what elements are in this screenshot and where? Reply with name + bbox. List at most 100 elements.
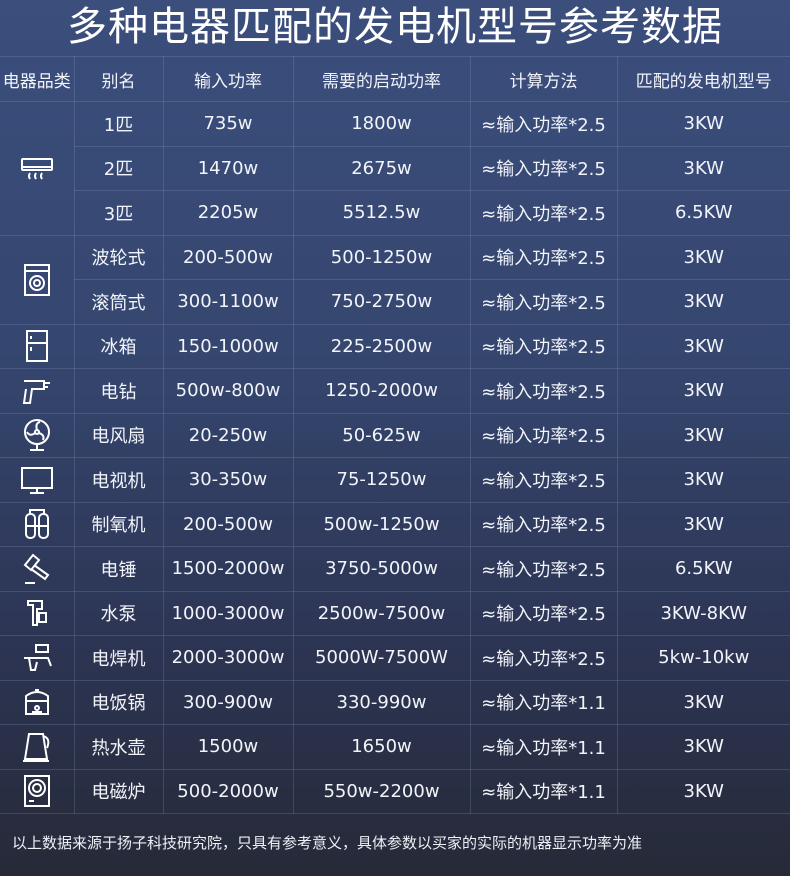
table-row: 1匹 735w 1800w ≈输入功率*2.5 3KW [0,101,790,236]
alias-cell: 冰箱 [73,323,164,369]
model-cell: 3KW [616,145,790,191]
alias-cell: 电风扇 [73,412,164,458]
method-cell: ≈输入功率*1.1 [469,724,618,770]
table-row: 3匹 2205w 5512.5w ≈输入功率*2.5 6.5KW [0,190,790,236]
input-power-cell: 735w [162,101,294,147]
rice-cooker-icon [19,684,55,720]
input-power-cell: 2000-3000w [162,635,294,681]
start-power-cell: 2675w [292,145,471,191]
start-power-cell: 225-2500w [292,323,471,369]
water-pump-icon [19,595,55,631]
model-cell: 3KW [616,279,790,325]
start-power-cell: 750-2750w [292,279,471,325]
start-power-cell: 1250-2000w [292,368,471,414]
model-cell: 6.5KW [616,546,790,592]
category-cell [0,546,75,592]
hammer-icon [19,551,55,587]
start-power-cell: 3750-5000w [292,546,471,592]
generator-table: 电器品类 别名 输入功率 需要的启动功率 计算方法 匹配的发电机型号 1匹 735… [0,56,790,814]
method-cell: ≈输入功率*2.5 [469,412,618,458]
alias-cell: 滚筒式 [74,279,164,325]
category-cell [0,101,75,236]
table-row: 电焊机 2000-3000w 5000W-7500W ≈输入功率*2.5 5kw-10k… [0,635,790,681]
start-power-cell: 75-1250w [292,457,471,503]
alias-cell: 电磁炉 [73,768,164,814]
alias-cell: 电视机 [73,457,164,503]
model-cell: 3KW [616,234,790,280]
alias-cell: 制氧机 [73,501,164,547]
category-cell [0,323,75,369]
input-power-cell: 20-250w [162,412,294,458]
category-cell [0,368,75,414]
start-power-cell: 5000W-7500W [292,635,471,681]
alias-cell: 2匹 [74,145,164,191]
table-row: 波轮式 200-500w 500-1250w ≈输入功率*2.5 3KW [0,234,790,325]
alias-cell: 水泵 [73,590,164,636]
table-row: 电磁炉 500-2000w 550w-2200w ≈输入功率*1.1 3KW [0,768,790,814]
method-cell: ≈输入功率*2.5 [469,635,618,681]
air-conditioner-icon [19,150,55,186]
category-cell [0,457,75,503]
input-power-cell: 2205w [162,190,294,236]
alias-cell: 3匹 [74,190,164,236]
model-cell: 3KW [616,501,790,547]
method-cell: ≈输入功率*2.5 [469,101,618,147]
model-cell: 3KW [616,323,790,369]
header-category: 电器品类 [0,56,75,102]
table-row: 滚筒式 300-1100w 750-2750w ≈输入功率*2.5 3KW [0,279,790,325]
table-row: 电锤 1500-2000w 3750-5000w ≈输入功率*2.5 6.5KW [0,546,790,592]
drill-icon [19,373,55,409]
alias-cell: 电饭锅 [73,679,164,725]
start-power-cell: 330-990w [292,679,471,725]
refrigerator-icon [19,328,55,364]
table-row: 电视机 30-350w 75-1250w ≈输入功率*2.5 3KW [0,457,790,503]
category-cell [0,234,75,325]
input-power-cell: 1000-3000w [162,590,294,636]
tv-icon [19,462,55,498]
input-power-cell: 200-500w [162,501,294,547]
header-row: 电器品类 别名 输入功率 需要的启动功率 计算方法 匹配的发电机型号 [0,56,790,102]
category-cell [0,679,75,725]
method-cell: ≈输入功率*2.5 [469,279,618,325]
fan-icon [19,417,55,453]
model-cell: 3KW [616,768,790,814]
start-power-cell: 500-1250w [292,234,471,280]
induction-cooker-icon [19,773,55,809]
start-power-cell: 1800w [292,101,471,147]
table-row: 制氧机 200-500w 500w-1250w ≈输入功率*2.5 3KW [0,501,790,547]
page-title: 多种电器匹配的发电机型号参考数据 [67,4,723,50]
method-cell: ≈输入功率*2.5 [469,501,618,547]
category-cell [0,724,75,770]
input-power-cell: 300-900w [162,679,294,725]
input-power-cell: 300-1100w [162,279,294,325]
table-row: 2匹 1470w 2675w ≈输入功率*2.5 3KW [0,145,790,191]
header-method: 计算方法 [469,56,618,102]
method-cell: ≈输入功率*2.5 [469,145,618,191]
table-row: 冰箱 150-1000w 225-2500w ≈输入功率*2.5 3KW [0,323,790,369]
alias-cell: 1匹 [73,101,164,147]
model-cell: 3KW-8KW [616,590,790,636]
table-row: 电饭锅 300-900w 330-990w ≈输入功率*1.1 3KW [0,679,790,725]
start-power-cell: 2500w-7500w [292,590,471,636]
input-power-cell: 500-2000w [162,768,294,814]
alias-cell: 电锤 [73,546,164,592]
model-cell: 6.5KW [616,190,790,236]
category-cell [0,768,75,814]
input-power-cell: 1500w [162,724,294,770]
method-cell: ≈输入功率*2.5 [469,368,618,414]
model-cell: 3KW [616,679,790,725]
input-power-cell: 1470w [162,145,294,191]
model-cell: 3KW [616,101,790,147]
input-power-cell: 500w-800w [162,368,294,414]
method-cell: ≈输入功率*2.5 [469,323,618,369]
header-start-power: 需要的启动功率 [292,56,471,102]
method-cell: ≈输入功率*1.1 [469,679,618,725]
start-power-cell: 5512.5w [292,190,471,236]
alias-cell: 电钻 [73,368,164,414]
washing-machine-icon [19,262,55,298]
method-cell: ≈输入功率*2.5 [469,590,618,636]
model-cell: 3KW [616,457,790,503]
method-cell: ≈输入功率*2.5 [469,457,618,503]
input-power-cell: 200-500w [162,234,294,280]
header-alias: 别名 [73,56,164,102]
